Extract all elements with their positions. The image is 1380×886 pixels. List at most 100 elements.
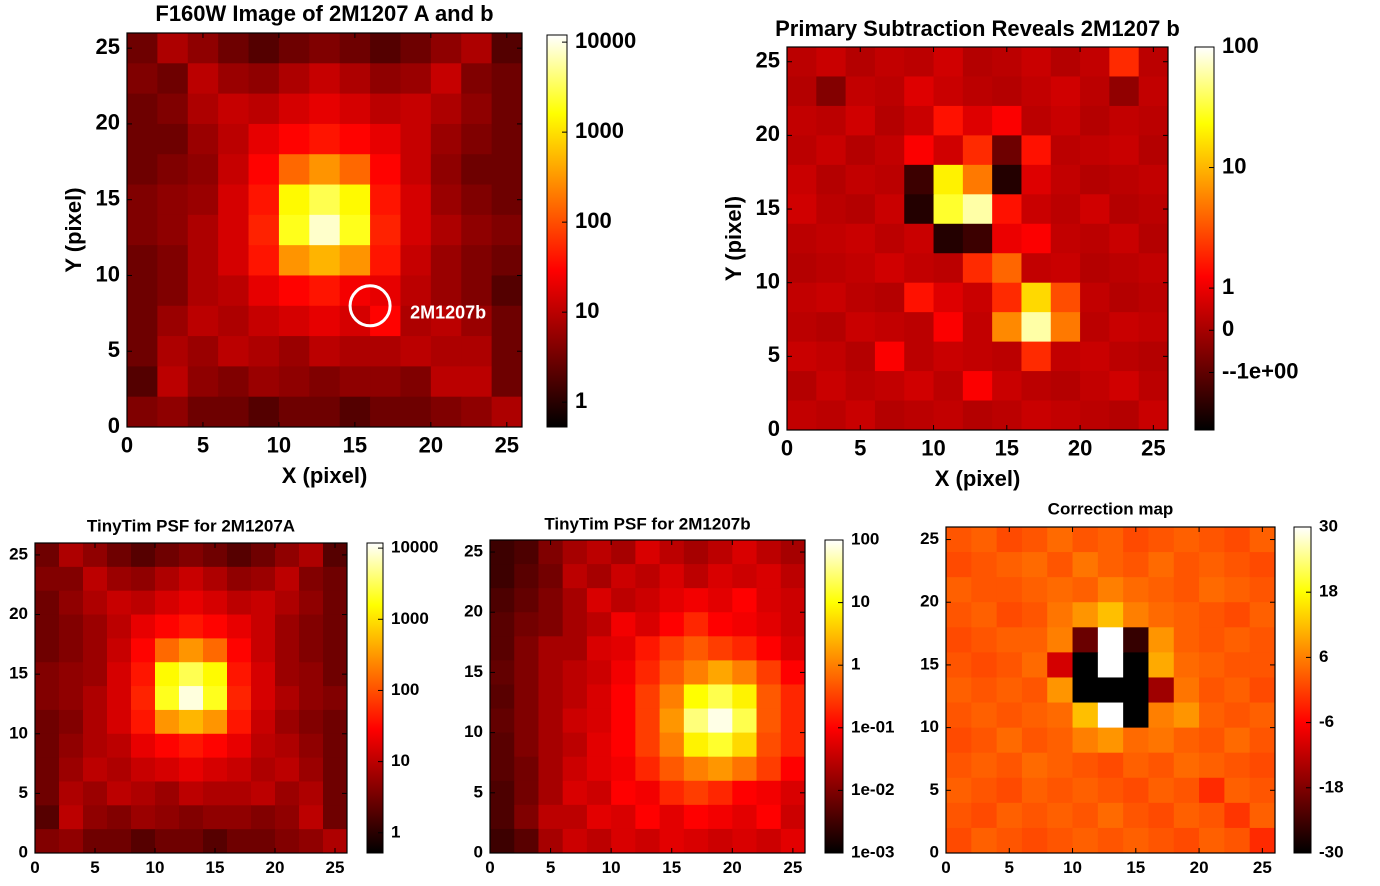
heatmap-cell [275,709,300,735]
colorbar-tick-label: 30 [1319,516,1338,535]
heatmap-cell [1021,577,1048,603]
heatmap-cell [1109,253,1140,284]
heatmap-cell [1047,527,1074,553]
heatmap-cell [904,47,935,77]
heatmap-cell [430,336,462,367]
heatmap-cell [946,577,972,603]
heatmap-cell [1224,627,1251,653]
heatmap-cell [275,543,300,568]
heatmap-cell [179,543,204,568]
heatmap-cell [278,396,310,428]
heatmap-cell [1148,627,1175,653]
heatmap-cell [708,612,733,637]
heatmap-cell [370,33,401,64]
heatmap-cell [179,781,204,806]
heatmap-cell [756,564,782,589]
heatmap-cell [157,33,189,64]
heatmap-cell [1080,194,1110,225]
heatmap-cell [248,33,280,64]
heatmap-cell [1021,194,1052,225]
y-tick-label: 10 [920,717,939,736]
heatmap-cell [187,33,219,64]
heatmap-cell [179,757,204,782]
heatmap-cell [278,214,310,246]
heatmap-cell [1047,777,1074,804]
heatmap-cell [461,396,493,428]
heatmap-cell [155,733,180,759]
heatmap-cell [107,686,132,711]
heatmap-cell [278,366,310,398]
heatmap-cell [1097,577,1124,603]
heatmap-cell [203,686,228,711]
heatmap-cell [1080,400,1110,431]
y-tick-label: 0 [19,842,28,861]
heatmap-cell [127,305,158,337]
heatmap-cell [59,662,84,687]
heatmap-cell [1123,577,1149,603]
y-tick-label: 0 [930,842,939,861]
heatmap-cell [514,756,539,782]
heatmap-cell [635,540,661,565]
heatmap-cell [1249,627,1276,653]
heatmap-cell [611,780,636,806]
heatmap-cell [1173,677,1200,704]
heatmap-cell [131,543,156,568]
heatmap-cell [203,662,228,687]
heatmap-cell [933,47,964,77]
heatmap-cell [962,194,993,225]
heatmap-cell [1072,652,1099,678]
heatmap-cell [514,828,539,854]
heatmap-cell [227,590,252,616]
heatmap-cell [59,781,84,806]
heatmap-cell [275,805,300,830]
heatmap-cell [430,366,462,398]
heatmap-cell [127,123,158,155]
heatmap-cell [251,590,276,616]
heatmap-cell [1148,752,1175,779]
heatmap-cell [299,733,324,759]
heatmap-cell [1021,47,1052,77]
heatmap-cell [430,33,462,64]
heatmap-cell [1148,677,1175,704]
heatmap-cell [251,566,276,592]
heatmap-cell [683,540,709,565]
heatmap-cell [1109,47,1140,77]
heatmap-cell [962,47,993,77]
heatmap-cell [732,828,758,854]
heatmap-cell [187,275,219,307]
heatmap-cell [370,123,401,155]
heatmap-cell [127,366,158,398]
heatmap-cell [59,543,84,568]
heatmap-cell [1109,223,1140,254]
heatmap-cell [780,612,806,637]
y-tick-label: 10 [96,261,120,286]
heatmap-cell [904,135,935,166]
heatmap-cell [538,708,564,734]
heatmap-cell [299,662,324,687]
colorbar-tick-label: 10 [851,592,870,611]
heatmap-cell [1173,827,1200,854]
heatmap-cell [248,245,280,276]
heatmap-cell [107,781,132,806]
heatmap-cell [874,282,905,313]
heatmap-cell [845,312,876,343]
colorbar-tick-label: 1 [851,655,860,674]
chart-title: TinyTim PSF for 2M1207b [544,514,750,533]
heatmap-cell [1173,527,1200,553]
heatmap-cell [1080,76,1110,107]
heatmap-cell [538,564,564,589]
heatmap-cell [996,577,1023,603]
heatmap-cell [1047,752,1074,779]
heatmap-cell [251,638,276,663]
heatmap-cell [309,123,341,155]
heatmap-cell [708,636,733,661]
heatmap-cell [683,564,709,589]
colorbar-tick-label: 1000 [391,609,429,628]
heatmap-cell [1173,802,1200,829]
heatmap-cell [787,223,817,254]
heatmap-cell [562,612,588,637]
heatmap-cell [683,588,709,613]
heatmap-cell [339,63,371,95]
heatmap-cell [299,566,324,592]
heatmap-cell [491,214,523,246]
